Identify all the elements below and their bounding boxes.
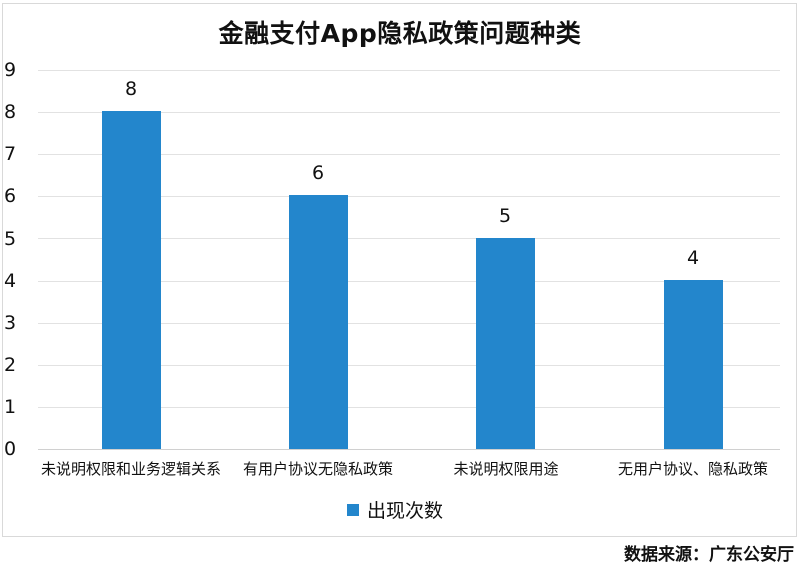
x-axis-line [38,449,780,450]
bar [664,280,723,449]
data-source: 数据来源：广东公安厅 [624,545,794,565]
plot-area [38,0,788,570]
y-tick: 3 [4,312,17,334]
gridline [38,407,780,408]
x-tick-label: 未说明权限用途 [453,460,559,478]
gridline [38,323,780,324]
gridline [38,154,780,155]
gridline [38,70,780,71]
gridline [38,281,780,282]
y-tick: 9 [4,59,17,81]
bar-value-label: 6 [311,162,325,184]
x-tick-label: 未说明权限和业务逻辑关系 [40,460,221,478]
y-tick: 5 [4,228,17,250]
gridline [38,365,780,366]
bar [289,195,348,449]
x-tick-label: 有用户协议无隐私政策 [242,460,393,478]
gridline [38,112,780,113]
y-tick: 4 [4,270,17,292]
chart-title: 金融支付App隐私政策问题种类 [218,19,582,48]
gridline [38,196,780,197]
y-tick: 1 [4,396,17,418]
y-tick: 2 [4,354,17,376]
bar-value-label: 4 [686,247,700,269]
legend-swatch-icon [347,503,359,516]
bar-value-label: 5 [498,205,512,227]
y-tick: 8 [4,101,17,123]
legend: 出现次数 [347,496,443,523]
bar-value-label: 8 [124,78,138,100]
y-tick: 6 [4,185,17,207]
bar [476,238,535,449]
y-tick: 0 [4,438,17,460]
bar [102,111,161,449]
y-tick: 7 [4,143,17,165]
legend-label: 出现次数 [367,500,444,522]
x-tick-label: 无用户协议、隐私政策 [617,460,768,478]
gridline [38,238,780,239]
